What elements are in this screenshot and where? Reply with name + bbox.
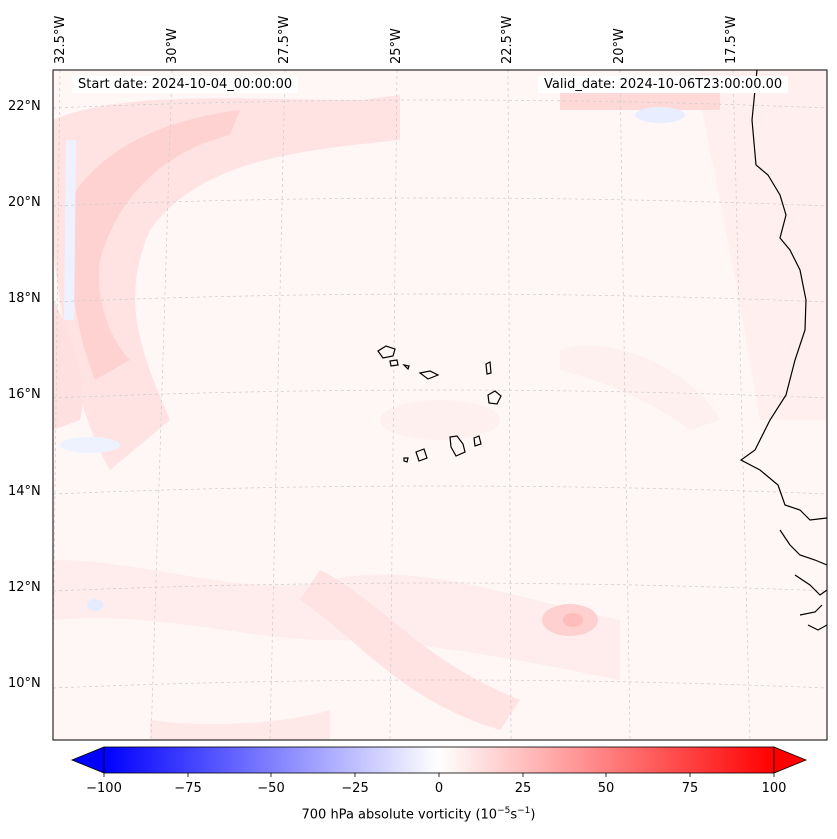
lon-label: 17.5°W [724, 15, 739, 64]
lat-label: 22°N [8, 99, 41, 114]
colorbar-label-text: 700 hPa absolute vorticity (10 [301, 807, 498, 823]
colorbar-tick: 75 [681, 781, 699, 796]
colorbar [70, 746, 808, 777]
lat-label: 18°N [8, 291, 41, 306]
valid-date-label: Valid_date: 2024-10-06T23:00:00.00 [538, 76, 789, 93]
colorbar-label-unit: s [510, 807, 518, 823]
colorbar-tick: 100 [761, 781, 787, 796]
colorbar-label: 700 hPa absolute vorticity (10−5s−1) [0, 806, 837, 822]
colorbar-tick: −25 [341, 781, 369, 796]
colorbar-label-exp1: −5 [497, 806, 511, 816]
lat-label: 10°N [8, 676, 41, 691]
start-date-label: Start date: 2024-10-04_00:00:00 [72, 76, 299, 93]
vorticity-field [53, 70, 827, 740]
colorbar-tick: −100 [86, 781, 122, 796]
colorbar-tick: 50 [597, 781, 615, 796]
colorbar-label-exp2: −1 [517, 806, 531, 816]
lon-label: 27.5°W [277, 15, 292, 64]
lon-label: 22.5°W [500, 15, 515, 64]
map-frame [52, 69, 828, 741]
graticule [53, 70, 827, 740]
lon-label: 25°W [389, 28, 404, 64]
coastline [739, 70, 827, 631]
islands [377, 345, 502, 463]
lat-label: 20°N [8, 195, 41, 210]
lon-label: 32.5°W [53, 15, 68, 64]
lat-label: 16°N [8, 387, 41, 402]
colorbar-tick: 0 [434, 781, 444, 796]
colorbar-tick: −50 [257, 781, 285, 796]
lat-label: 14°N [8, 484, 41, 499]
lat-label: 12°N [8, 580, 41, 595]
colorbar-tick: −75 [174, 781, 202, 796]
lon-label: 20°W [612, 28, 627, 64]
colorbar-label-end: ) [530, 807, 536, 823]
lon-label: 30°W [165, 28, 180, 64]
colorbar-tick: 25 [514, 781, 532, 796]
